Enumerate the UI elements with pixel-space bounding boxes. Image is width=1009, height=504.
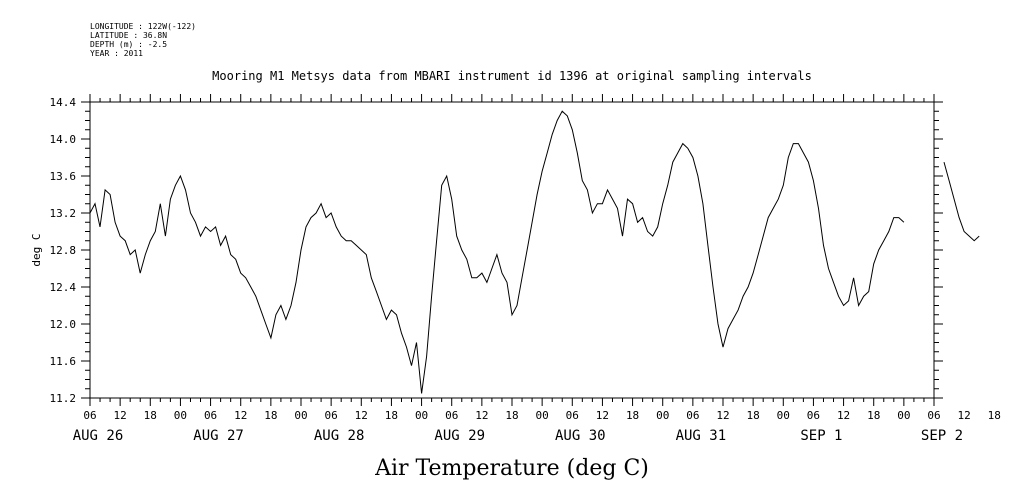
x-hour-label: 12 — [837, 409, 850, 422]
label-layer: 11.2 11.6 12.0 12.4 12.8 13.2 13.6 14.0 14.4 06 12… — [50, 96, 1001, 444]
x-hour-label: 18 — [867, 409, 880, 422]
x-hour-label: 12 — [114, 409, 127, 422]
x-hour-label: 18 — [264, 409, 277, 422]
x-hour-label: 06 — [807, 409, 820, 422]
x-hour-label: 18 — [385, 409, 398, 422]
plot-frame — [89, 101, 935, 399]
series-layer — [89, 110, 980, 394]
x-hour-label: 06 — [83, 409, 96, 422]
x-hour-label: 12 — [716, 409, 729, 422]
x-hour-label: 00 — [536, 409, 549, 422]
x-hour-label: 00 — [777, 409, 790, 422]
y-tick-label: 12.8 — [50, 244, 77, 257]
x-day-label: SEP 1 — [800, 428, 842, 444]
y-tick-label: 11.6 — [50, 355, 77, 368]
x-hour-label: 06 — [927, 409, 940, 422]
x-hour-label: 00 — [174, 409, 187, 422]
x-hour-label: 00 — [294, 409, 307, 422]
y-tick-label: 12.4 — [50, 281, 77, 294]
x-hour-label: 06 — [445, 409, 458, 422]
air-temperature-line — [89, 110, 905, 394]
y-tick-label: 13.6 — [50, 170, 77, 183]
y-tick-label: 14.4 — [50, 96, 77, 109]
x-day-label: AUG 30 — [555, 428, 606, 444]
tick-layer — [81, 94, 943, 406]
x-hour-label: 06 — [325, 409, 338, 422]
x-hour-label: 18 — [144, 409, 157, 422]
depth-label: DEPTH (m) : -2.5 — [90, 40, 168, 49]
x-hour-label: 18 — [747, 409, 760, 422]
x-hour-label: 12 — [958, 409, 971, 422]
x-day-label: AUG 26 — [73, 428, 124, 444]
latitude-label: LATITUDE : 36.8N — [90, 31, 168, 40]
x-hour-label: 12 — [234, 409, 247, 422]
y-tick-label: 12.0 — [50, 318, 77, 331]
chart-title: Mooring M1 Metsys data from MBARI instru… — [212, 69, 812, 83]
x-day-label: SEP 2 — [921, 428, 963, 444]
x-hour-label: 18 — [626, 409, 639, 422]
y-tick-label: 13.2 — [50, 207, 77, 220]
x-hour-label: 12 — [475, 409, 488, 422]
longitude-label: LONGITUDE : 122W(-122) — [90, 22, 196, 31]
x-hour-label: 06 — [566, 409, 579, 422]
x-hour-label: 00 — [897, 409, 910, 422]
x-day-label: AUG 28 — [314, 428, 365, 444]
metadata-block: LONGITUDE : 122W(-122) LATITUDE : 36.8N … — [90, 22, 196, 58]
x-axis-title: Air Temperature (deg C) — [374, 456, 649, 481]
x-hour-label: 18 — [505, 409, 518, 422]
x-hour-label: 00 — [415, 409, 428, 422]
x-hour-label: 12 — [596, 409, 609, 422]
x-hour-label: 12 — [355, 409, 368, 422]
air-temperature-line — [943, 161, 980, 242]
year-label: YEAR : 2011 — [90, 49, 143, 58]
x-day-label: AUG 31 — [676, 428, 727, 444]
y-tick-label: 14.0 — [50, 133, 77, 146]
x-day-label: AUG 29 — [434, 428, 485, 444]
x-hour-label: 06 — [204, 409, 217, 422]
y-tick-label: 11.2 — [50, 392, 77, 405]
x-hour-label: 06 — [686, 409, 699, 422]
x-hour-label: 18 — [988, 409, 1001, 422]
x-day-label: AUG 27 — [193, 428, 244, 444]
x-hour-label: 00 — [656, 409, 669, 422]
y-axis-title: deg C — [30, 233, 43, 266]
